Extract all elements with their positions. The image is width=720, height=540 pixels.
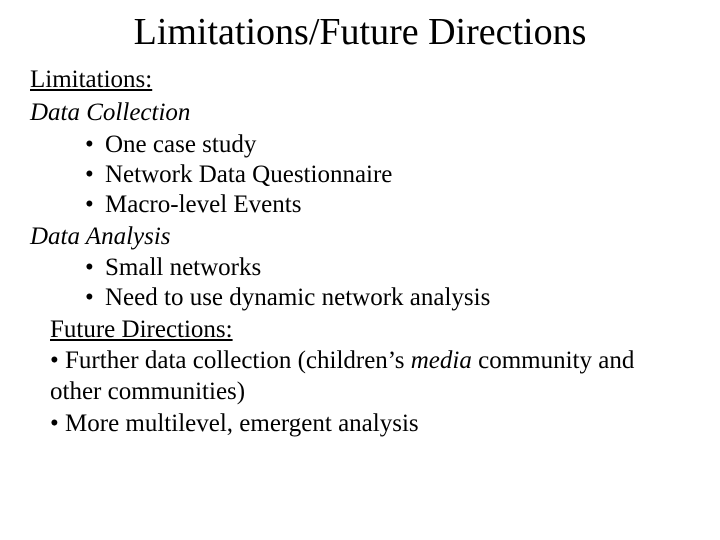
bullet-text: More multilevel, emergent analysis (65, 410, 419, 437)
bullet-item: • More multilevel, emergent analysis (50, 408, 690, 439)
limitations-heading: Limitations: (30, 64, 690, 95)
bullet-item: • One case study (30, 131, 690, 159)
bullet-text-pre: Further data collection (children’s (65, 347, 411, 374)
bullet-icon: • (85, 254, 105, 282)
bullet-text: Macro-level Events (105, 191, 301, 219)
bullet-text: Network Data Questionnaire (105, 161, 392, 189)
bullet-icon: • (50, 410, 59, 437)
bullet-item: • Further data collection (children’s me… (50, 345, 690, 408)
slide: Limitations/Future Directions Limitation… (0, 0, 720, 540)
bullet-icon: • (85, 161, 105, 189)
bullet-item: • Small networks (30, 254, 690, 282)
bullet-item: • Network Data Questionnaire (30, 161, 690, 189)
bullet-text: Small networks (105, 254, 261, 282)
future-heading: Future Directions: (50, 314, 690, 345)
bullet-icon: • (50, 347, 59, 374)
bullet-item: • Macro-level Events (30, 191, 690, 219)
bullet-icon: • (85, 191, 105, 219)
data-analysis-heading: Data Analysis (30, 221, 690, 252)
slide-title: Limitations/Future Directions (30, 10, 690, 54)
bullet-icon: • (85, 284, 105, 312)
bullet-item: • Need to use dynamic network analysis (30, 284, 690, 312)
bullet-text: One case study (105, 131, 256, 159)
future-directions-block: Future Directions: • Further data collec… (30, 314, 690, 439)
bullet-icon: • (85, 131, 105, 159)
bullet-text-italic: media (411, 347, 472, 374)
bullet-text: Need to use dynamic network analysis (105, 284, 490, 312)
data-collection-heading: Data Collection (30, 97, 690, 128)
